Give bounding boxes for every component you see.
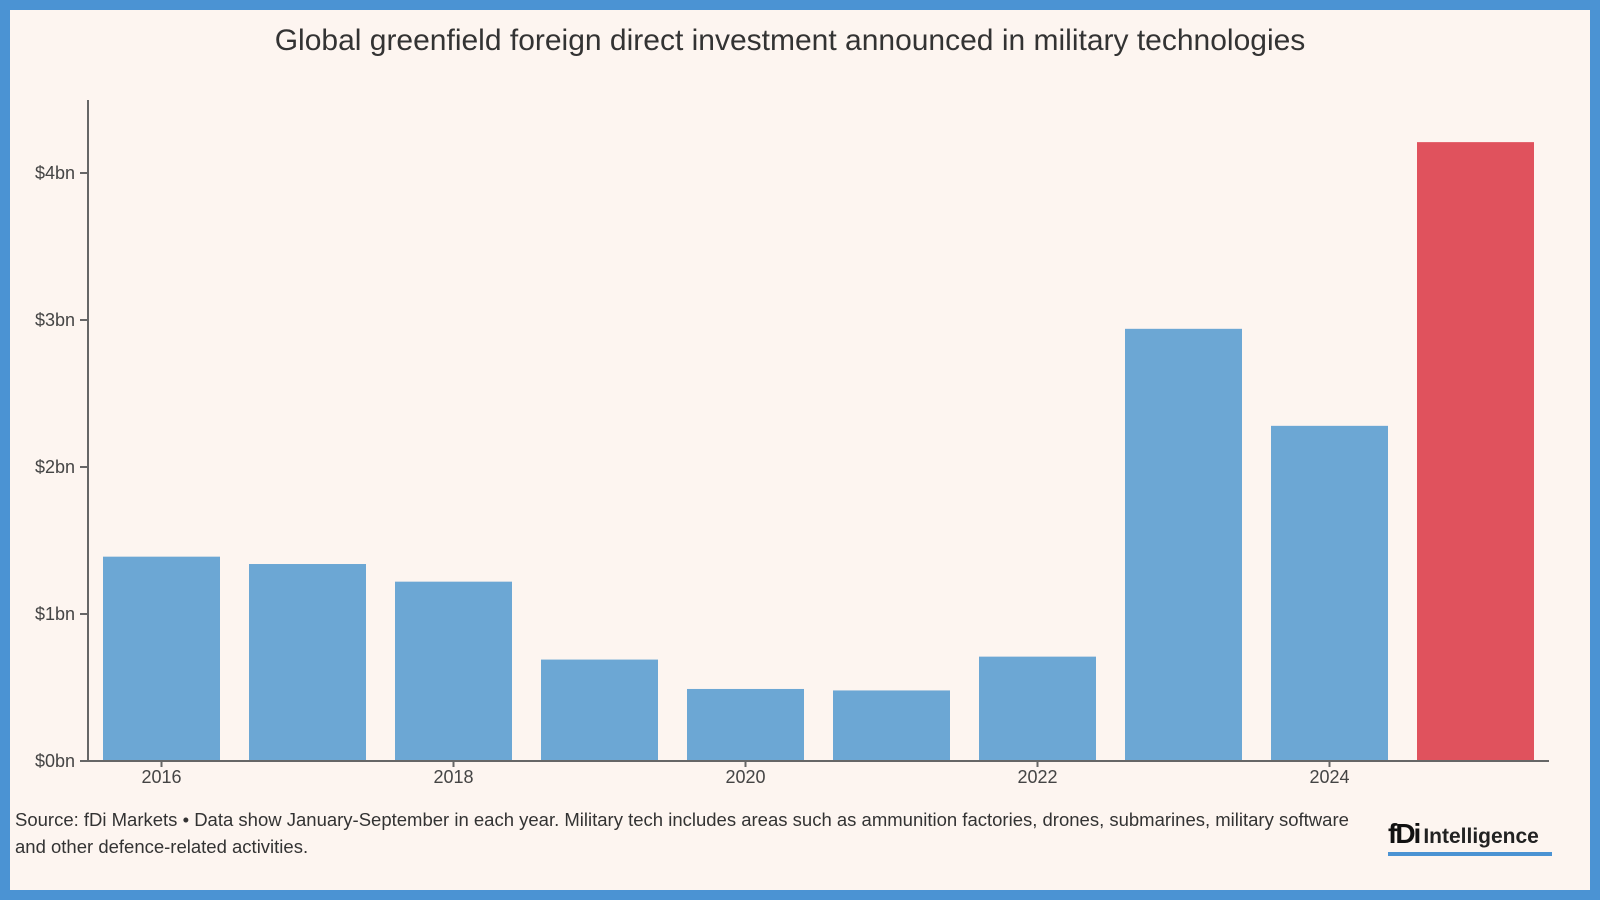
x-tick-label: 2020 (725, 767, 765, 787)
y-tick-label: $1bn (35, 604, 75, 624)
x-tick-label: 2022 (1017, 767, 1057, 787)
y-tick-label: $4bn (35, 163, 75, 183)
bar-2022 (979, 656, 1096, 761)
logo-underline (1388, 852, 1552, 856)
source-note: Source: fDi Markets • Data show January-… (15, 809, 1349, 857)
logo-word: Intelligence (1423, 825, 1539, 848)
bar-2017 (249, 564, 366, 761)
fdi-intelligence-logo: fDi Intelligence (1388, 818, 1568, 856)
bar-2020 (687, 688, 804, 761)
bar-2016 (103, 556, 220, 761)
logo-mark: fDi (1388, 818, 1421, 849)
bar-2025 (1417, 142, 1534, 761)
chart-title: Global greenfield foreign direct investm… (274, 24, 1306, 57)
y-tick-label: $2bn (35, 457, 75, 477)
x-tick-label: 2018 (433, 767, 473, 787)
x-tick-label: 2024 (1309, 767, 1349, 787)
x-tick-label: 2016 (141, 767, 181, 787)
bar-2021 (833, 690, 950, 761)
y-tick-label: $3bn (35, 310, 75, 330)
y-tick-label: $0bn (35, 751, 75, 771)
bar-2018 (395, 581, 512, 761)
bar-2024 (1271, 425, 1388, 761)
bar-2019 (541, 659, 658, 761)
bar-2023 (1125, 328, 1242, 761)
